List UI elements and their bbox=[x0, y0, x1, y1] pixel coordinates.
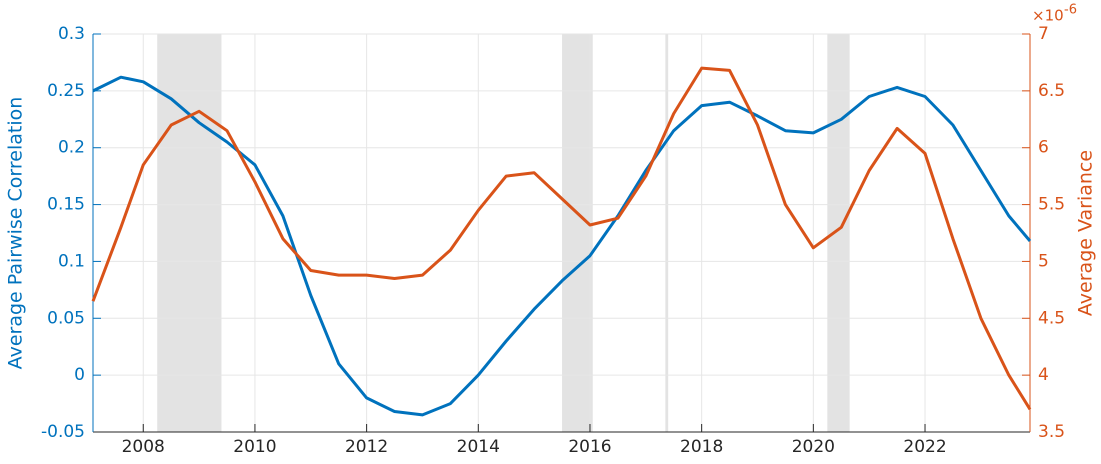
y2-tick-label: 4 bbox=[1038, 365, 1049, 385]
x-tick-label: 2016 bbox=[568, 437, 611, 457]
y2-tick-label: 5.5 bbox=[1038, 195, 1065, 215]
x-tick-label: 2022 bbox=[903, 437, 946, 457]
x-tick-label: 2018 bbox=[680, 437, 723, 457]
y-axis-label: Average Pairwise Correlation bbox=[5, 97, 27, 370]
y-tick-label: 0.15 bbox=[47, 195, 85, 215]
y2-scale-exponent: -6 bbox=[1064, 3, 1077, 18]
x-tick-label: 2008 bbox=[122, 437, 165, 457]
y2-tick-label: 5 bbox=[1038, 251, 1049, 271]
shaded-region bbox=[157, 34, 222, 432]
shaded-region bbox=[562, 34, 593, 432]
y-tick-label: 0.3 bbox=[58, 24, 85, 44]
x-tick-label: 2020 bbox=[792, 437, 835, 457]
y2-tick-label: 6 bbox=[1038, 138, 1049, 158]
y-tick-label: -0.05 bbox=[41, 422, 85, 442]
x-tick-label: 2014 bbox=[457, 437, 500, 457]
x-tick-label: 2010 bbox=[233, 437, 276, 457]
y2-axis-label: Average Variance bbox=[1075, 150, 1097, 316]
y2-tick-label: 3.5 bbox=[1038, 422, 1065, 442]
y-tick-label: 0 bbox=[74, 365, 85, 385]
x-tick-label: 2012 bbox=[345, 437, 388, 457]
y-tick-label: 0.05 bbox=[47, 308, 85, 328]
shaded-region bbox=[827, 34, 850, 432]
y-tick-label: 0.1 bbox=[58, 251, 85, 271]
y2-tick-label: 4.5 bbox=[1038, 308, 1065, 328]
series-line bbox=[91, 66, 1032, 411]
y-tick-label: 0.25 bbox=[47, 81, 85, 101]
y2-scale-base: ×10 bbox=[1032, 7, 1064, 25]
y2-tick-label: 6.5 bbox=[1038, 81, 1065, 101]
y-tick-label: 0.2 bbox=[58, 138, 85, 158]
series-line bbox=[92, 75, 1032, 417]
y2-tick-label: 7 bbox=[1038, 24, 1049, 44]
shaded-region bbox=[665, 34, 669, 432]
